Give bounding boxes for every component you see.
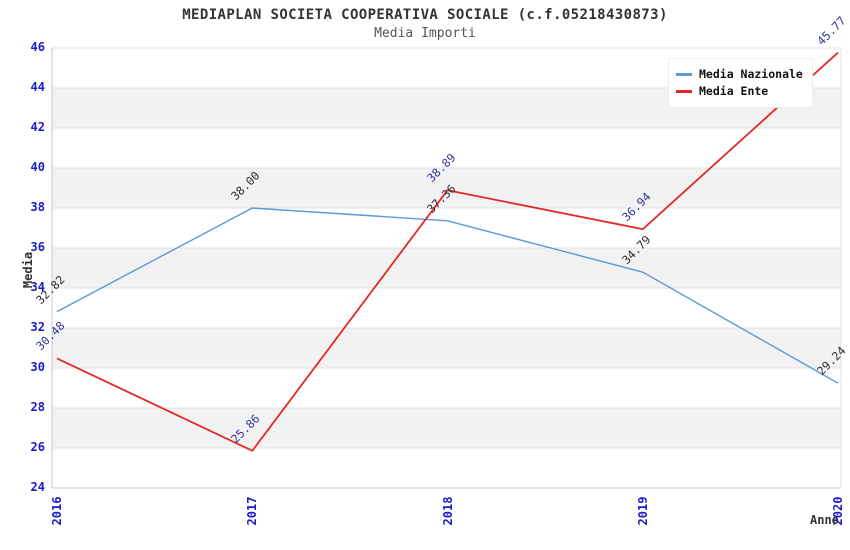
- chart-subtitle: Media Importi: [374, 26, 476, 41]
- background-band: [52, 368, 841, 408]
- legend-label-ente: Media Ente: [699, 84, 769, 98]
- background-band: [52, 128, 841, 168]
- background-band: [52, 168, 841, 208]
- background-band: [52, 288, 841, 328]
- legend-line-marker-ente: [676, 89, 692, 93]
- background-band: [52, 448, 841, 488]
- series-line-media-ente: [56, 51, 839, 452]
- background-band: [52, 248, 841, 288]
- x-axis-title: Anno: [810, 513, 839, 527]
- legend-label-nazionale: Media Nazionale: [699, 67, 803, 81]
- legend-item-media-ente: Media Ente: [676, 83, 803, 99]
- chart-title: MEDIAPLAN SOCIETA COOPERATIVA SOCIALE (c…: [182, 7, 668, 23]
- legend-line-marker-nazionale: [676, 72, 692, 76]
- y-axis-title: Media: [21, 251, 35, 289]
- background-band: [52, 408, 841, 448]
- series-line-media-nazionale: [56, 207, 839, 384]
- background-band: [52, 208, 841, 248]
- legend: Media Nazionale Media Ente: [668, 58, 813, 108]
- background-band: [52, 328, 841, 368]
- legend-item-media-nazionale: Media Nazionale: [676, 66, 803, 82]
